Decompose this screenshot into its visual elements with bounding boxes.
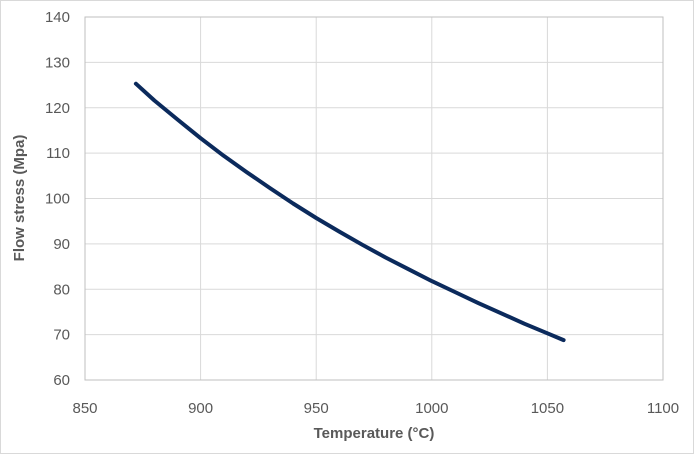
x-tick-label-0: 850 (72, 400, 97, 417)
y-tick-label-5: 110 (46, 145, 70, 162)
gridlines (84, 16, 664, 381)
y-tick-label-3: 90 (53, 236, 70, 253)
x-tick-label-1: 900 (188, 400, 213, 417)
x-tick-label-2: 950 (304, 400, 329, 417)
x-tick-label-4: 1050 (531, 400, 564, 417)
x-tick-label-3: 1000 (415, 400, 448, 417)
y-tick-label-8: 140 (45, 9, 70, 26)
y-tick-labels: 60 70 80 90 100 110 120 130 140 (45, 9, 70, 389)
plot-border (84, 16, 664, 381)
series-layer (133, 81, 566, 343)
y-tick-label-7: 130 (45, 54, 70, 71)
y-tick-label-0: 60 (53, 372, 70, 389)
y-tick-label-2: 80 (53, 281, 70, 298)
plot-area (84, 16, 664, 381)
y-axis-title: Flow stress (Mpa) (11, 135, 28, 262)
x-tick-labels: 850 900 950 1000 1050 1100 (72, 400, 679, 417)
y-tick-label-1: 70 (53, 327, 70, 344)
series-line-0 (133, 81, 566, 343)
y-tick-label-6: 120 (45, 100, 70, 117)
y-tick-label-4: 100 (45, 191, 70, 208)
x-tick-label-5: 1100 (647, 400, 679, 417)
x-axis-title: Temperature (°C) (314, 425, 435, 442)
